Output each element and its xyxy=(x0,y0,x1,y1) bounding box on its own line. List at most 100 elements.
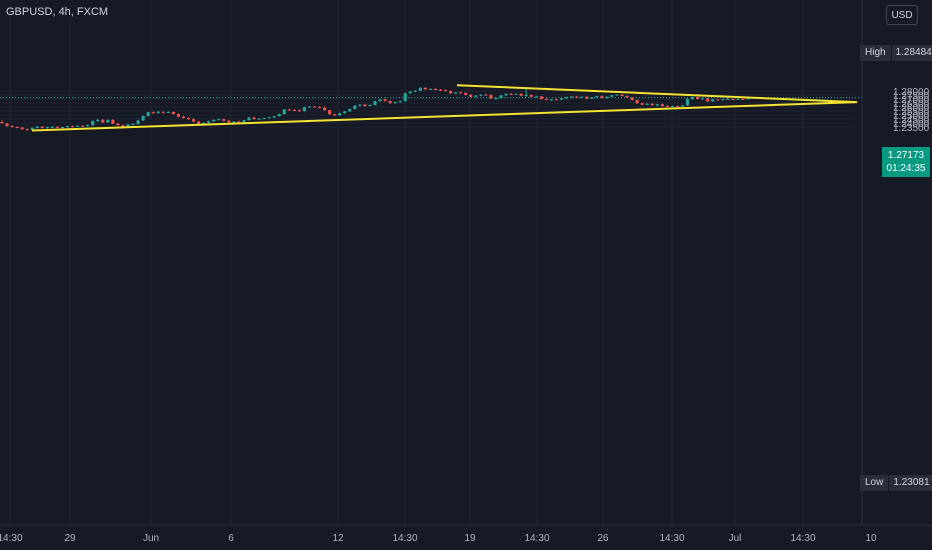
candle-body xyxy=(197,121,201,125)
candle-body xyxy=(685,99,690,106)
candle-body xyxy=(564,97,569,99)
candle-body xyxy=(640,103,644,105)
candle-body xyxy=(595,96,599,98)
x-tick-label: 14:30 xyxy=(0,533,23,544)
candle-body xyxy=(544,99,548,100)
candles-layer xyxy=(0,87,750,131)
candle-body xyxy=(368,105,372,107)
y-tick-label: 1.25500 xyxy=(893,107,930,118)
candle-body xyxy=(655,104,659,106)
candle-body xyxy=(363,104,367,107)
candle-body xyxy=(35,126,39,128)
candle-body xyxy=(146,112,150,116)
y-tick-label: 1.27000 xyxy=(893,95,930,106)
currency-button[interactable]: USD xyxy=(886,5,918,25)
candle-body xyxy=(232,121,236,123)
candle-body xyxy=(706,98,710,102)
candle-body xyxy=(25,129,29,131)
candle-body xyxy=(504,93,508,96)
candle-body xyxy=(247,117,251,121)
candle-body xyxy=(171,111,175,115)
candle-body xyxy=(615,94,619,96)
candle-body xyxy=(726,99,730,100)
candle-body xyxy=(711,99,715,102)
candle-body xyxy=(620,94,624,96)
symbol-title: GBPUSD, 4h, FXCM xyxy=(6,6,109,18)
candle-body xyxy=(45,127,49,129)
candle-body xyxy=(373,101,377,105)
upper-trendline xyxy=(456,84,858,104)
candle-body xyxy=(65,126,70,128)
y-tick-label: 1.24000 xyxy=(893,119,930,130)
candle-body xyxy=(121,125,125,127)
candle-body xyxy=(701,98,705,100)
candle-body xyxy=(438,89,443,91)
candle-body xyxy=(529,95,533,97)
candle-body xyxy=(398,101,402,103)
candle-body xyxy=(509,93,513,95)
candle-body xyxy=(282,109,286,115)
candle-body xyxy=(665,106,669,108)
candle-body xyxy=(257,118,261,120)
chart-grid xyxy=(0,0,932,526)
y-tick-label: 1.24500 xyxy=(893,115,930,126)
candle-body xyxy=(590,97,594,99)
candle-body xyxy=(469,94,473,97)
low-label: Low xyxy=(860,475,889,491)
y-tick-label: 1.27500 xyxy=(893,91,930,102)
candle-body xyxy=(111,119,115,124)
candle-body xyxy=(519,93,523,96)
candle-body xyxy=(741,99,745,100)
time-axis[interactable]: 14:30 29 Jun 6 12 14:30 19 14:30 26 14:30 Jul 14:30… xyxy=(0,533,877,544)
candle-body xyxy=(554,99,559,101)
candle-body xyxy=(91,121,95,126)
candle-body xyxy=(585,96,589,99)
candle-body xyxy=(423,87,427,90)
candle-body xyxy=(514,93,518,95)
candle-body xyxy=(191,119,196,122)
candle-body xyxy=(242,120,246,123)
candle-body xyxy=(630,97,634,100)
x-tick-label: 10 xyxy=(865,533,877,544)
candle-body xyxy=(413,90,417,92)
candle-body xyxy=(570,96,574,98)
x-tick-label: Jul xyxy=(729,533,742,544)
high-price-tag: High 1.28484 xyxy=(860,45,932,61)
candle-body xyxy=(670,106,674,108)
candle-body xyxy=(292,110,296,112)
candle-body xyxy=(131,123,135,125)
candle-body xyxy=(312,106,317,108)
candle-body xyxy=(181,116,186,119)
candle-body xyxy=(378,99,382,102)
price-axis[interactable]: 1.280001.275001.270001.265001.260001.255… xyxy=(893,87,930,134)
candle-body xyxy=(207,121,211,123)
candle-body xyxy=(534,96,538,98)
candle-body xyxy=(731,99,735,100)
candle-body xyxy=(222,119,226,121)
x-tick-label: 6 xyxy=(228,533,234,544)
candle-body xyxy=(383,99,387,101)
candle-body xyxy=(81,125,85,127)
candle-body xyxy=(464,93,468,95)
x-tick-label: 29 xyxy=(64,533,76,544)
candle-body xyxy=(484,94,488,96)
candle-body xyxy=(227,120,231,123)
candle-body xyxy=(479,94,483,96)
x-tick-label: 14:30 xyxy=(659,533,684,544)
candle-body xyxy=(388,101,392,104)
candle-body xyxy=(323,107,327,111)
candle-body xyxy=(353,105,357,109)
candle-body xyxy=(116,123,120,126)
candle-body xyxy=(136,120,140,124)
candle-body xyxy=(161,111,165,113)
candle-body xyxy=(418,87,422,91)
candle-body xyxy=(650,103,654,106)
candle-body xyxy=(272,116,276,118)
candle-body xyxy=(348,109,352,112)
candle-body xyxy=(494,98,498,100)
candle-body xyxy=(30,127,34,131)
x-tick-label: 26 xyxy=(597,533,609,544)
y-tick-label: 1.28000 xyxy=(893,87,930,98)
candle-body xyxy=(40,126,44,128)
